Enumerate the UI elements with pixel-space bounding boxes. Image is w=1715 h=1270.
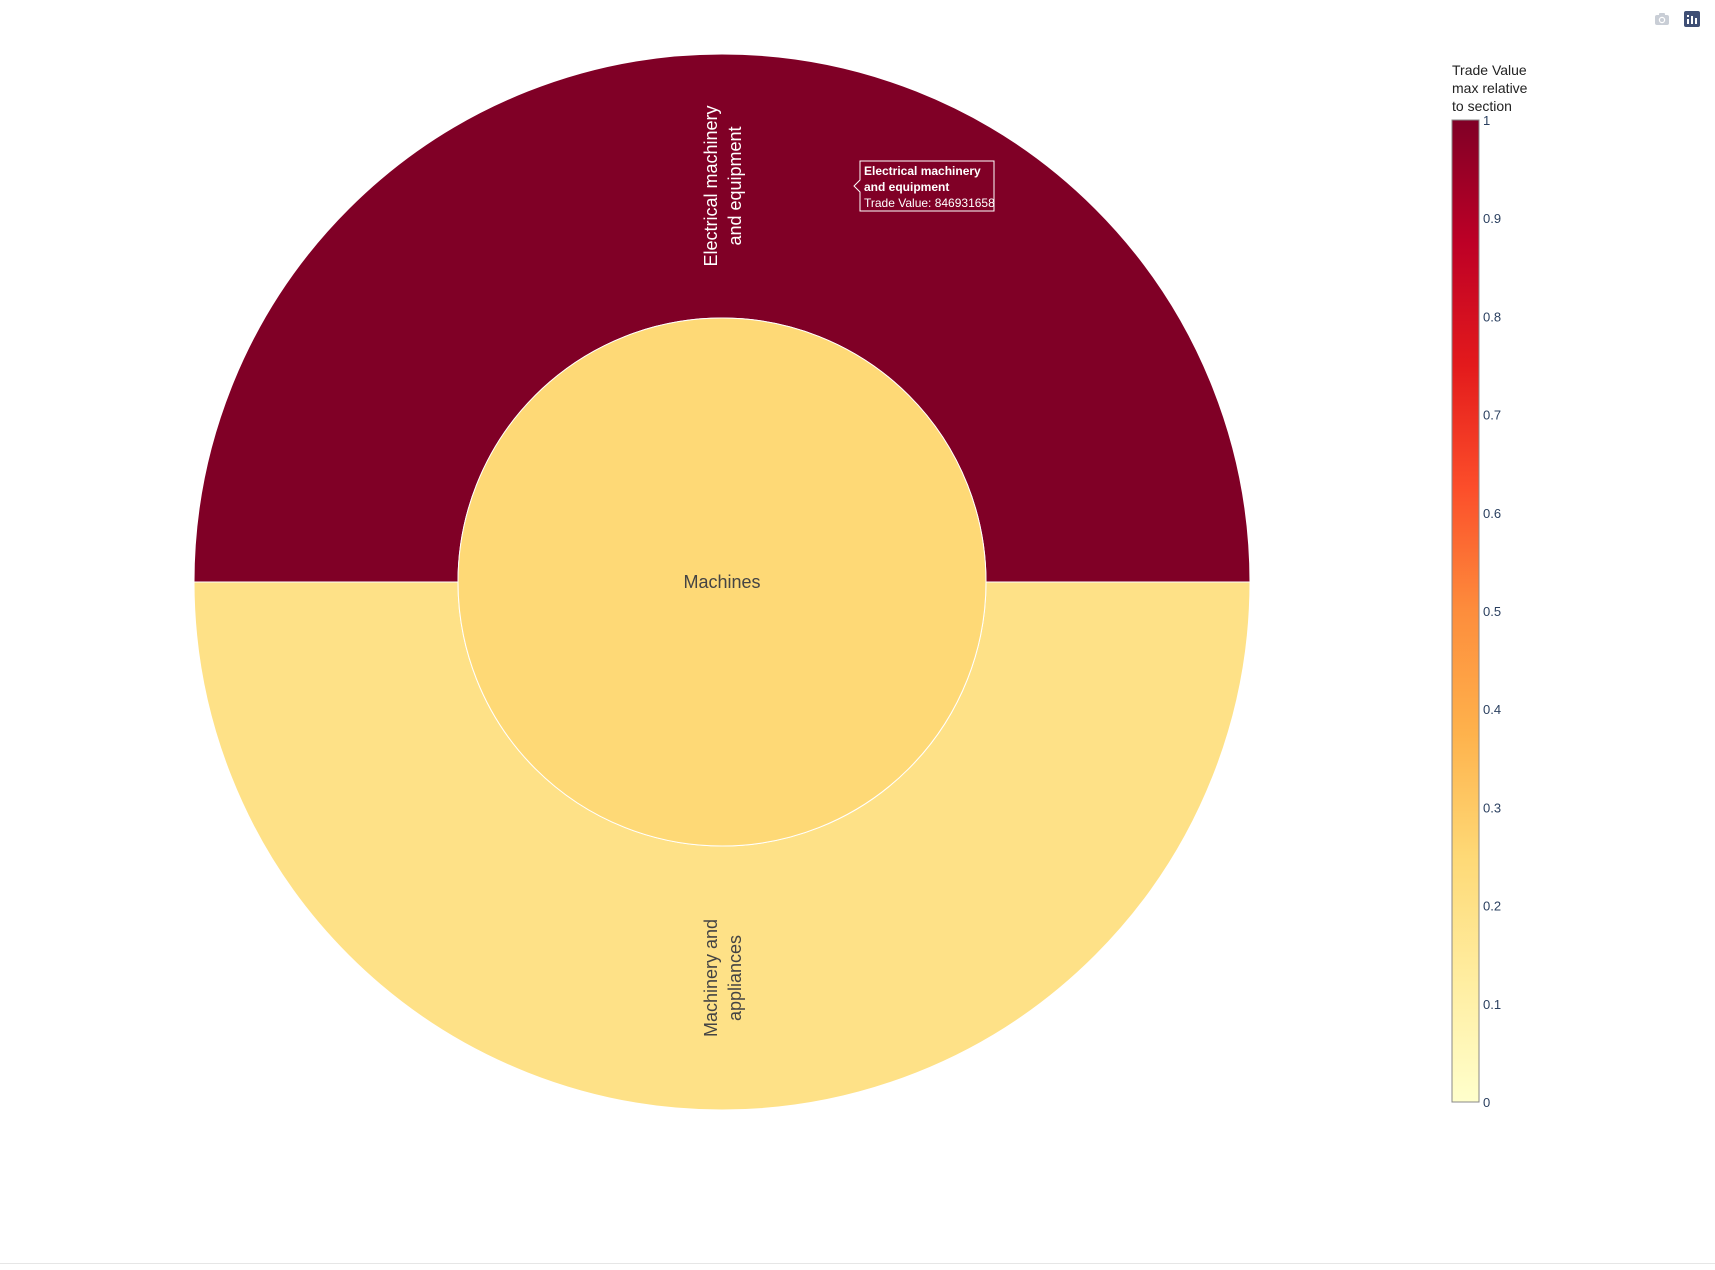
colorbar-tick-label: 1 [1483, 113, 1490, 128]
root-label: Machines [683, 572, 760, 592]
modebar [1653, 10, 1701, 28]
bottom-rule [0, 1263, 1715, 1264]
colorbar-tick-label: 0.9 [1483, 211, 1501, 226]
colorbar-ramp [1451, 119, 1480, 1103]
sunburst-root [457, 317, 987, 847]
colorbar-tick-label: 0.3 [1483, 800, 1501, 815]
hover-title-line: and equipment [864, 180, 949, 194]
colorbar-tick-label: 0.6 [1483, 506, 1501, 521]
hover-title-line: Electrical machinery [864, 164, 981, 178]
colorbar-title-line: Trade Value [1452, 62, 1527, 78]
colorbar-tick-label: 0.5 [1483, 604, 1501, 619]
segment-label-1: Machinery and appliances [701, 919, 745, 1037]
segment-label-line: Electrical machinery [701, 105, 721, 266]
plotly-logo-icon[interactable] [1683, 10, 1701, 28]
colorbar-title-line: to section [1452, 98, 1512, 114]
camera-icon[interactable] [1653, 10, 1671, 28]
hover-box [853, 160, 995, 212]
colorbar-tick-label: 0 [1483, 1095, 1490, 1110]
sunburst-group: Electrical machinery and equipmentMachine… [193, 53, 1251, 1111]
segment-label-0: Electrical machinery and equipment [701, 105, 745, 266]
hover-tooltip: Electrical machinery and equipment Trade V… [853, 160, 995, 212]
colorbar-tick-label: 0.7 [1483, 408, 1501, 423]
colorbar-tick-label: 0.8 [1483, 309, 1501, 324]
colorbar: Trade Value max relative to section 0 0.1 0.2… [1451, 62, 1528, 1110]
colorbar-tick-label: 0.2 [1483, 899, 1501, 914]
colorbar-title: Trade Value max relative to section [1452, 62, 1528, 114]
colorbar-title-line: max relative [1452, 80, 1528, 96]
hover-text: Electrical machinery and equipment Trade V… [864, 164, 995, 210]
segment-label-line: and equipment [725, 126, 745, 245]
colorbar-tick-label: 0.1 [1483, 997, 1501, 1012]
segment-label-line: appliances [725, 935, 745, 1021]
colorbar-tick-label: 0.4 [1483, 702, 1501, 717]
segment-label-line: Machinery and [701, 919, 721, 1037]
hover-value-line: Trade Value: 846931658 [864, 196, 995, 210]
